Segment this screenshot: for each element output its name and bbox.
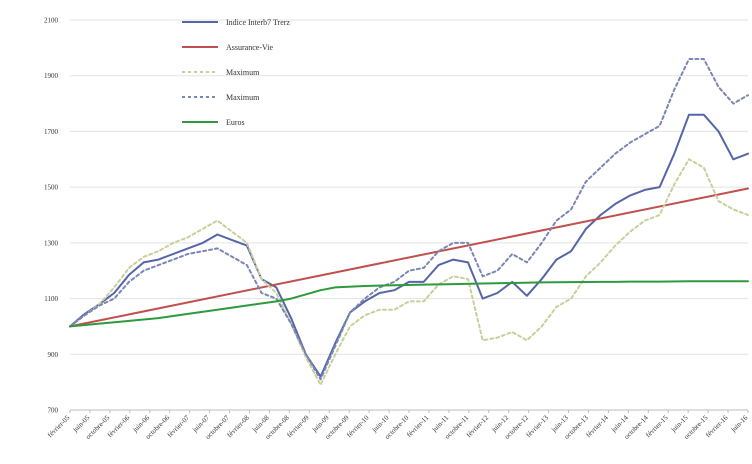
legend-label-0: Indice Interb7 Trerz (226, 18, 290, 27)
series-line-2 (69, 158, 749, 386)
x-tick-label: février-14 (584, 413, 610, 439)
y-tick-label: 1900 (44, 72, 59, 80)
series-lines (69, 58, 749, 386)
x-tick-label: juin-16 (729, 413, 750, 434)
x-tick-label: février-13 (525, 413, 551, 439)
series-line-0 (69, 113, 749, 378)
gridlines (70, 19, 748, 411)
legend-label-3: Maximum (226, 93, 260, 102)
y-tick-label: 2100 (44, 17, 59, 25)
y-tick-label: 700 (48, 407, 59, 415)
y-tick-label: 1300 (44, 239, 59, 247)
x-tick-label: février-09 (285, 413, 311, 439)
series-line-1 (69, 187, 749, 328)
x-tick-label: février-12 (465, 413, 491, 439)
x-tick-label: février-10 (345, 413, 371, 439)
series-line-4 (69, 280, 749, 328)
x-tick-label: février-11 (405, 413, 431, 439)
legend-label-2: Maximum (226, 68, 260, 77)
x-tick-label: février-06 (106, 413, 132, 439)
x-tick-label: février-05 (46, 413, 72, 439)
y-axis: 700 900 1100 1300 1500 1700 1900 2100 (44, 17, 59, 415)
y-tick-label: 1700 (44, 128, 59, 136)
series-line-3 (69, 58, 749, 381)
x-tick-label: février-16 (704, 413, 730, 439)
legend-label-4: Euros (226, 118, 245, 127)
y-tick-label: 900 (48, 351, 59, 359)
legend: Indice Interb7 Trerz Assurance-Vie Maximum… (182, 18, 290, 127)
x-tick-label: février-07 (166, 413, 192, 439)
x-tick-label: février-08 (226, 413, 252, 439)
y-tick-label: 1100 (44, 295, 58, 303)
legend-label-1: Assurance-Vie (226, 43, 274, 52)
x-tick-label: février-15 (644, 413, 670, 439)
y-tick-label: 1500 (44, 184, 59, 192)
